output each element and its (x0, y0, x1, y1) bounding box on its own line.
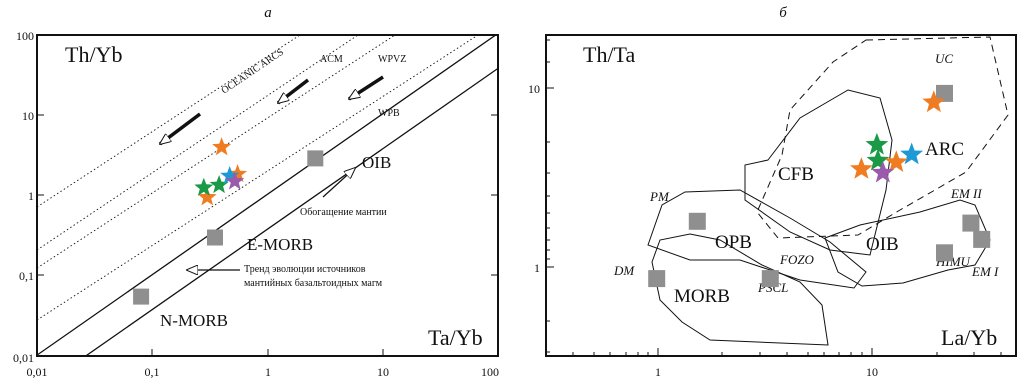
oceanic-arcs-line-1 (37, 35, 301, 208)
sample-star-b-4 (900, 142, 924, 165)
reference-point-a-oib (307, 150, 324, 167)
field-oib (824, 199, 991, 287)
label-oib: OIB (362, 153, 391, 172)
field-arc (756, 36, 1009, 239)
mantile-array-lower-line (84, 67, 498, 356)
panel-a-y-tick-1: 1 (28, 189, 34, 203)
panel-b: б 10 1 1 10 (528, 5, 1017, 379)
res-label-em-ii: EM II (950, 186, 982, 201)
panel-a-zone-lines (37, 35, 498, 356)
sample-star-b-6 (850, 157, 873, 179)
label-n-morb: N-MORB (160, 311, 228, 330)
res-label-pm: PM (649, 189, 670, 204)
res-label-em-i: EM I (971, 264, 999, 279)
res-label-fozo: FOZO (779, 252, 815, 267)
arrow-mantle-enrichment (322, 168, 355, 198)
reference-point-b-himu (936, 244, 953, 262)
panel-b-y-label: Th/Ta (583, 42, 635, 67)
field-label-oib: OIB (866, 234, 899, 255)
sample-star-a-6 (220, 166, 240, 185)
field-morb (651, 233, 829, 346)
field-label-cfb: CFB (778, 164, 814, 185)
panel-a-y-tick-0.1: 0,1 (19, 269, 34, 283)
panel-a-x-tick-0.1: 0,1 (145, 365, 160, 379)
sample-star-a-4 (194, 177, 214, 196)
label-acm: ACM (320, 54, 343, 65)
mantile-array-line (37, 35, 497, 356)
label-wpvz: WPVZ (378, 54, 406, 65)
panel-a: а 100 10 1 0,1 0,01 0,01 0,1 1 10 100 (13, 5, 499, 379)
panel-a-y-ticks (37, 34, 498, 276)
panel-a-marks (133, 137, 324, 305)
panel-a-y-tick-10: 10 (22, 109, 34, 123)
sample-star-a-5 (209, 175, 229, 194)
reference-point-a-n-morb (133, 288, 150, 305)
panel-b-y-tick-10: 10 (528, 82, 540, 96)
sample-star-a-7 (225, 171, 245, 190)
panel-b-marks (648, 84, 991, 288)
field-label-arc: ARC (925, 139, 964, 160)
res-label-dm: DM (613, 263, 635, 278)
field-cfb (744, 89, 893, 256)
arrow-acm (278, 78, 310, 103)
field-opb (647, 189, 867, 289)
label-oceanic-arcs: OCEANIC ARCS (220, 47, 286, 97)
res-label-uc: UC (935, 51, 953, 66)
arrow-wpvz (349, 75, 384, 101)
panel-b-fields (647, 36, 1009, 346)
panel-a-x-tick-100: 100 (481, 365, 499, 379)
sample-star-b-5 (884, 150, 908, 172)
panel-b-x-tick-1: 1 (655, 365, 661, 379)
panel-a-y-tick-100: 100 (16, 29, 34, 43)
panel-b-x-label: La/Yb (941, 325, 997, 350)
sample-star-a-1 (212, 137, 232, 156)
panel-a-y-tick-0.01: 0,01 (13, 351, 34, 365)
panel-b-x-tick-10: 10 (866, 365, 878, 379)
reference-point-b-fozo (761, 270, 779, 288)
sample-star-b-2 (865, 132, 889, 155)
panel-b-y-tick-1: 1 (534, 261, 540, 275)
oceanic-arcs-line-2 (37, 35, 359, 251)
panel-a-x-tick-1: 1 (265, 365, 271, 379)
panel-b-frame (545, 34, 1017, 357)
panel-b-ticks (546, 39, 1002, 356)
reference-point-b-pm (688, 212, 706, 230)
reference-point-a-e-morb (207, 229, 223, 246)
panel-b-letter: б (779, 5, 787, 21)
panel-a-y-label: Th/Yb (65, 42, 122, 67)
sample-star-a-2 (197, 187, 217, 206)
label-trend-line2: мантийных базальтоидных магм (244, 278, 383, 289)
panel-a-x-tick-0.01: 0,01 (27, 365, 48, 379)
sample-star-b-7 (871, 160, 895, 183)
reference-point-b-uc (936, 84, 953, 102)
label-wpb: WPB (378, 108, 400, 119)
panel-a-x-ticks (151, 349, 384, 356)
sample-star-b-1 (922, 90, 946, 113)
label-mantle-enrichment: Обогащение мантии (300, 207, 387, 218)
field-label-morb: MORB (674, 286, 730, 307)
field-label-opb: OPB (715, 232, 752, 253)
sample-star-b-3 (866, 148, 890, 171)
panel-a-x-label: Ta/Yb (428, 325, 483, 350)
arrow-oceanic-arcs (160, 112, 202, 146)
label-e-morb: E-MORB (247, 235, 313, 254)
reference-point-b-em-i (973, 230, 991, 248)
reference-point-b-em-ii (962, 214, 980, 232)
label-trend-line1: Тренд эволюции источников (244, 264, 366, 275)
panel-a-x-tick-10: 10 (377, 365, 389, 379)
reference-point-b-dm (648, 270, 666, 288)
panel-a-letter: а (264, 5, 272, 21)
panel-a-frame (36, 34, 499, 357)
